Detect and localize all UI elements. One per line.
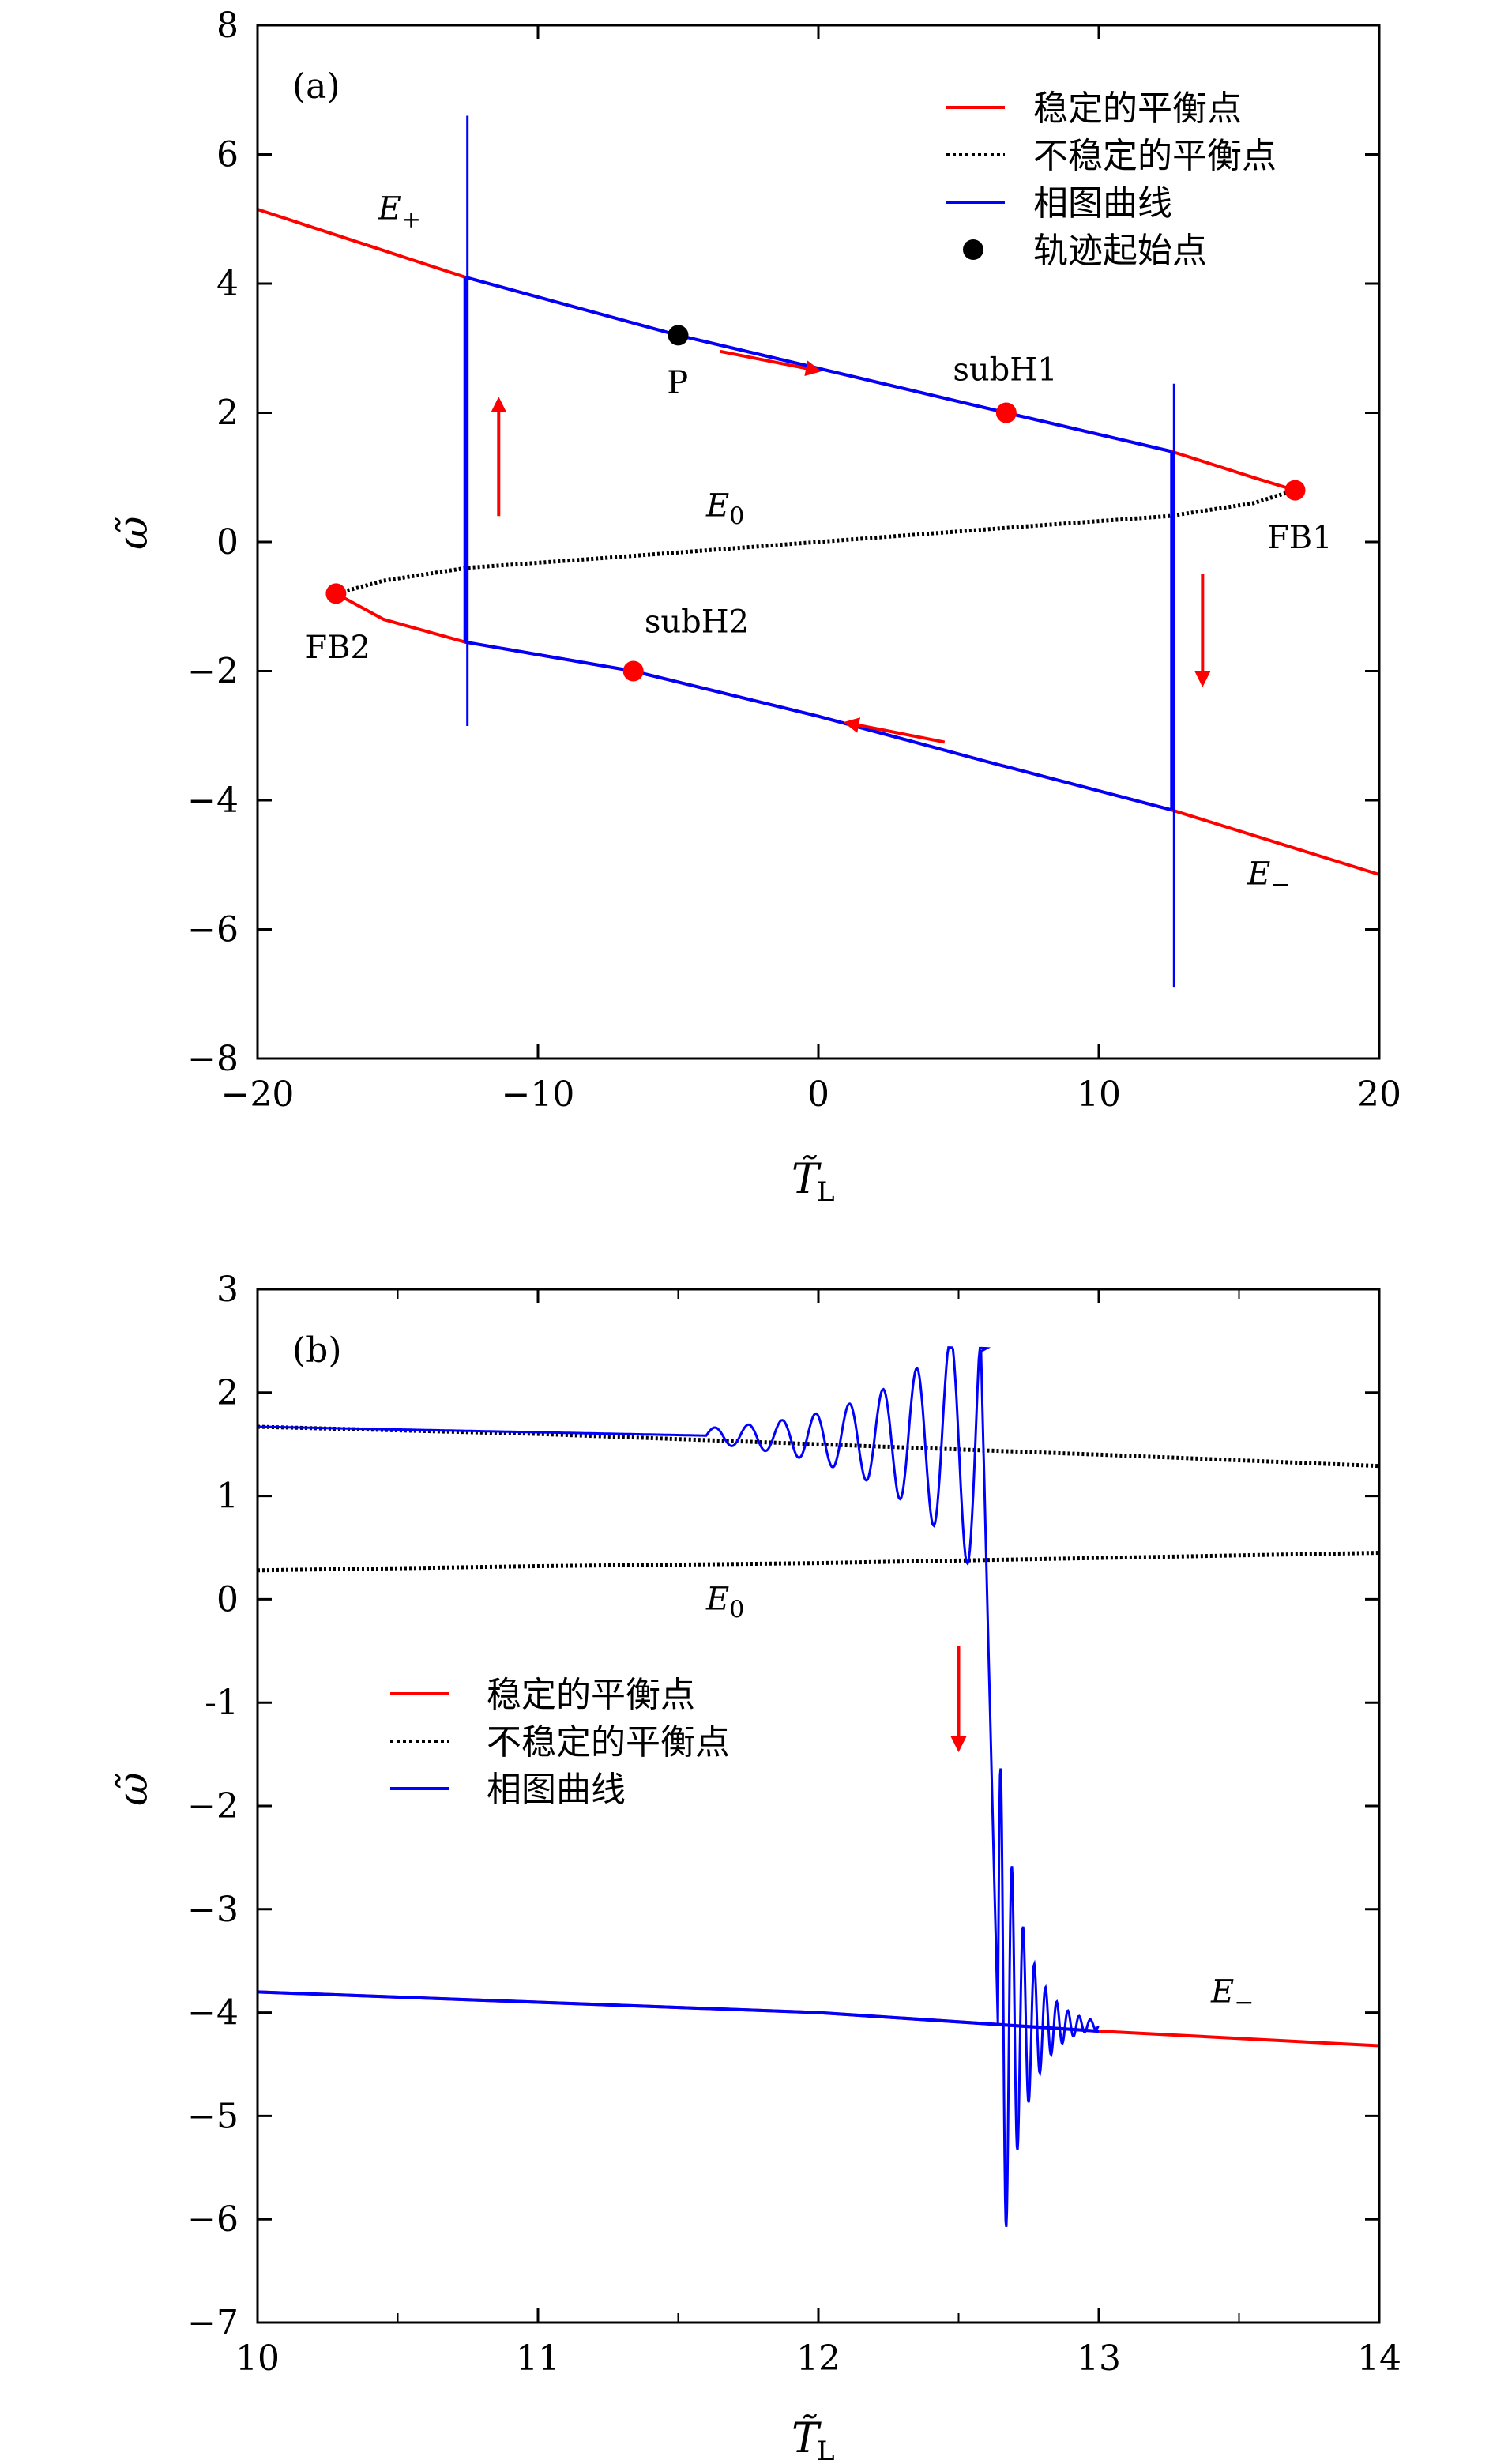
svg-text:L: L	[817, 2436, 835, 2464]
chart-a-plot-area: E+ E0 E− P subH1 subH2 FB1 FB2	[257, 115, 1380, 988]
chart-a-panel-label: (a)	[292, 66, 340, 107]
y-tick-label: 2	[216, 393, 239, 434]
x-tick-label: −20	[221, 1074, 295, 1115]
y-tick-label: 0	[216, 522, 239, 562]
x-tick-label: 0	[807, 1074, 829, 1115]
x-tick-label: 11	[516, 2338, 560, 2379]
svg-text:T̃: T̃	[792, 2414, 822, 2462]
legend-label-unstable: 不稳定的平衡点	[1033, 136, 1277, 176]
marker-fb2	[325, 583, 347, 604]
y-tick-label: −5	[187, 2096, 239, 2136]
annotation: FB1	[1267, 520, 1333, 556]
x-tick-label: 10	[235, 2338, 280, 2379]
chart-b-panel-label: (b)	[292, 1330, 342, 1371]
y-tick-label: -1	[205, 1683, 239, 1723]
legend-label-stable: 稳定的平衡点	[1033, 88, 1242, 129]
y-tick-label: −6	[187, 2199, 239, 2240]
y-tick-label: −3	[187, 1890, 239, 1930]
chart-b-plot-area: E0 E−	[257, 1346, 1380, 2227]
marker-fb1	[1284, 480, 1306, 501]
x-tick-label: 20	[1357, 1074, 1401, 1115]
annotation: subH2	[645, 604, 749, 640]
x-tick-label: −10	[502, 1074, 575, 1115]
legend-b-label-unstable: 不稳定的平衡点	[487, 1722, 730, 1762]
annotation: E−	[1210, 1974, 1254, 2017]
y-tick-label: −2	[187, 1786, 239, 1826]
svg-text:L: L	[817, 1176, 835, 1208]
chart-a-y-axis-label: ω̃	[110, 517, 157, 550]
y-tick-label: 6	[216, 135, 239, 175]
y-tick-label: 8	[216, 6, 239, 46]
chart-b-legend: 稳定的平衡点 不稳定的平衡点 相图曲线	[390, 1675, 730, 1810]
marker-p	[668, 325, 689, 346]
chart-b-y-axis-label: ω̃	[110, 1773, 157, 1806]
legend-b-label-stable: 稳定的平衡点	[487, 1675, 695, 1715]
direction-arrow	[720, 349, 822, 377]
x-tick-label: 10	[1077, 1074, 1121, 1115]
annotation: P	[667, 365, 688, 401]
direction-arrow	[843, 717, 946, 744]
marker-subh1	[995, 402, 1017, 423]
annotation: E−	[1247, 856, 1290, 898]
chart-b-x-axis-label: T̃ L	[792, 2414, 835, 2464]
annotation: E0	[705, 1581, 744, 1623]
y-tick-label: 1	[216, 1477, 239, 1517]
y-tick-label: 4	[216, 264, 239, 304]
y-tick-label: 2	[216, 1373, 239, 1413]
annotation: E0	[705, 487, 744, 530]
trajectory-path	[258, 1346, 1100, 2227]
y-tick-label: −2	[187, 652, 239, 692]
series-unstable-line	[257, 1551, 1380, 1573]
legend-b-label-trajectory: 相图曲线	[487, 1770, 626, 1810]
y-tick-label: −4	[187, 781, 239, 821]
chart-a-x-axis-label: T̃ L	[792, 1155, 835, 1208]
legend-label-trajectory: 相图曲线	[1033, 183, 1172, 224]
series-unstable-line	[335, 488, 1296, 596]
series-stable-line	[335, 592, 1380, 876]
annotation: subH1	[953, 352, 1057, 389]
chart-a-legend: 稳定的平衡点 不稳定的平衡点 相图曲线 轨迹起始点	[946, 88, 1277, 271]
y-tick-label: −6	[187, 910, 239, 950]
trajectory-upper	[464, 275, 1172, 453]
y-tick-label: −8	[187, 1039, 239, 1079]
trajectory-lower	[464, 640, 1172, 812]
x-tick-label: 14	[1357, 2338, 1401, 2379]
trajectory-stable-overlay	[257, 1990, 1100, 2033]
x-tick-label: 13	[1077, 2338, 1121, 2379]
y-tick-label: 3	[216, 1270, 239, 1310]
x-tick-label: 12	[796, 2338, 841, 2379]
annotation: E+	[378, 190, 421, 233]
annotation: FB2	[305, 630, 370, 666]
y-tick-label: −4	[187, 1993, 239, 2033]
y-tick-label: −7	[187, 2303, 239, 2343]
svg-text:T̃: T̃	[792, 1155, 822, 1203]
legend-swatch-start	[963, 239, 983, 260]
legend-label-start: 轨迹起始点	[1033, 231, 1207, 271]
y-tick-label: 0	[216, 1579, 239, 1619]
series-unstable-line	[257, 1424, 1380, 1469]
marker-subh2	[622, 660, 644, 682]
